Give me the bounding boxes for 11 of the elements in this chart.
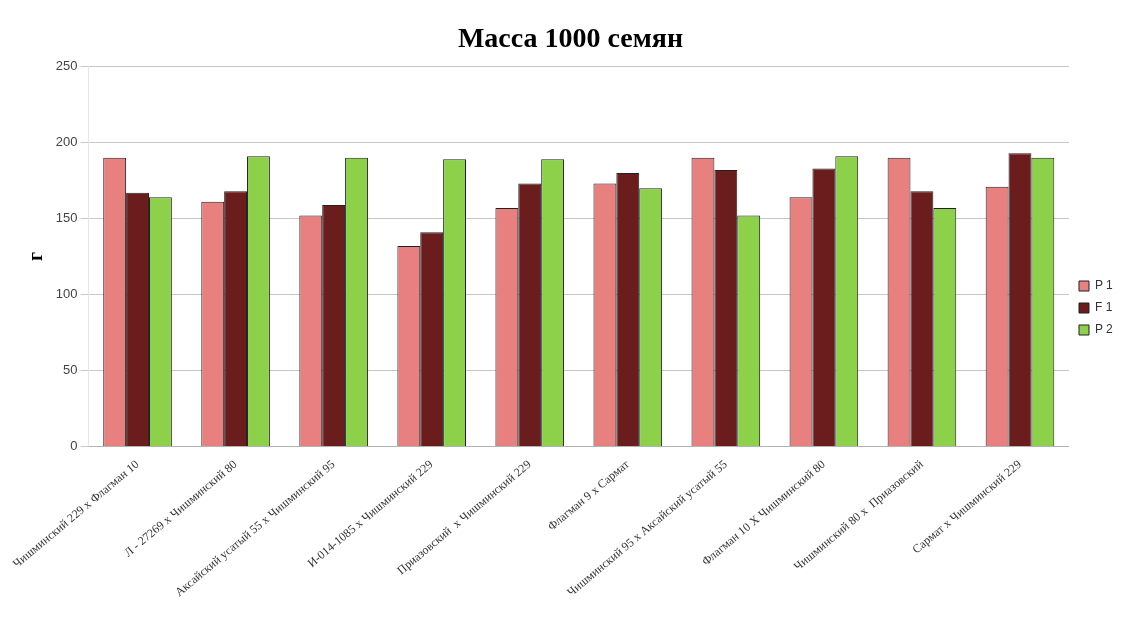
legend-label: P 1 [1094,278,1114,293]
legend-label: F 1 [1094,300,1113,315]
y-tick-label: 100 [55,286,78,302]
y-tick-label: 150 [55,210,78,226]
y-tick-label: 50 [63,362,78,378]
y-tick-label: 200 [55,134,78,150]
y-tick-label: 250 [55,58,78,74]
y-tick-label: 0 [70,438,78,454]
y-axis-title: г [24,252,46,262]
chart-title: Масса 1000 семян [457,22,684,54]
legend-label: P 2 [1094,322,1114,337]
